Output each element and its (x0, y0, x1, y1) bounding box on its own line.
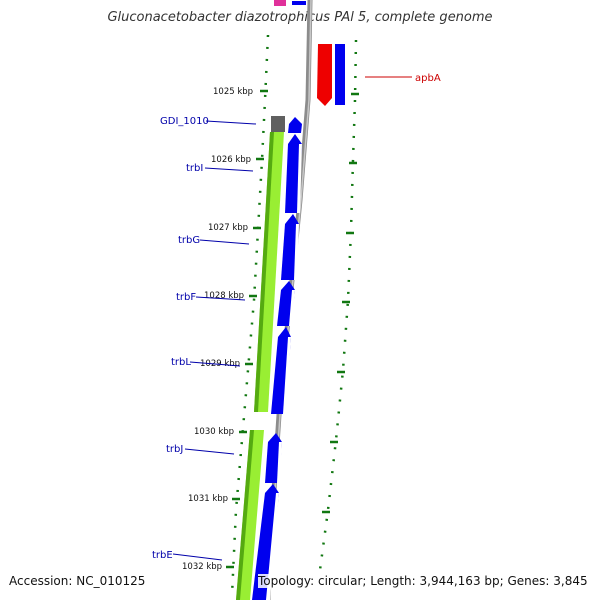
scale-label-1027: 1027 kbp (208, 223, 248, 233)
gene-label-trbL[interactable]: trbL (171, 357, 191, 368)
gene-label-trbE[interactable]: trbE (152, 550, 173, 561)
gene-arrow (288, 117, 302, 133)
gene-label-trbI[interactable]: trbI (186, 163, 203, 174)
gene-arrow-highlights (266, 144, 302, 600)
gene-label-trbJ[interactable]: trbJ (166, 444, 183, 455)
genome-info-label: Topology: circular; Length: 3,944,163 bp… (258, 574, 588, 588)
gene-arrow (252, 484, 279, 600)
gene-block-right-highlight (345, 44, 348, 105)
gene-label-GDI_1010[interactable]: GDI_1010 (160, 116, 209, 127)
pseudo-gene-block[interactable] (271, 116, 285, 132)
leader-trbL (189, 361, 241, 367)
gene-arrow (281, 214, 299, 280)
gene-label-trbF[interactable]: trbF (176, 292, 196, 303)
gene-leader-lines (172, 76, 412, 561)
leader-trbJ (184, 448, 235, 455)
leader-trbF (195, 296, 246, 301)
scale-label-1031: 1031 kbp (188, 494, 228, 504)
leader-GDI_1010 (205, 120, 257, 125)
scale-label-1025: 1025 kbp (213, 87, 253, 97)
scale-label-1028: 1028 kbp (204, 291, 244, 301)
top-blue-feature (290, 0, 308, 7)
scale-major-ticks (226, 89, 268, 569)
feature-bar-green-1-edge (254, 132, 274, 412)
scale-major-ticks-right (322, 92, 359, 514)
gene-label-apbA[interactable]: apbA (415, 73, 441, 84)
gene-label-trbG[interactable]: trbG (178, 235, 200, 246)
top-pink-feature (274, 0, 286, 6)
leader-trbI (204, 167, 254, 172)
leader-trbE (172, 553, 223, 561)
leader-trbG (199, 239, 250, 245)
dotted-track-right (318, 39, 358, 571)
accession-label: Accession: NC_010125 (9, 574, 146, 588)
scale-label-1026: 1026 kbp (211, 155, 251, 165)
gene-arrow-apbA[interactable] (317, 44, 332, 106)
dotted-track-left (230, 34, 270, 596)
feature-bar-green-2-edge (236, 430, 254, 600)
scale-label-1032: 1032 kbp (182, 562, 222, 572)
gene-block-right[interactable] (335, 44, 348, 105)
map-title: Gluconacetobacter diazotrophicus PAl 5, … (107, 10, 493, 25)
scale-label-1030: 1030 kbp (194, 427, 234, 437)
